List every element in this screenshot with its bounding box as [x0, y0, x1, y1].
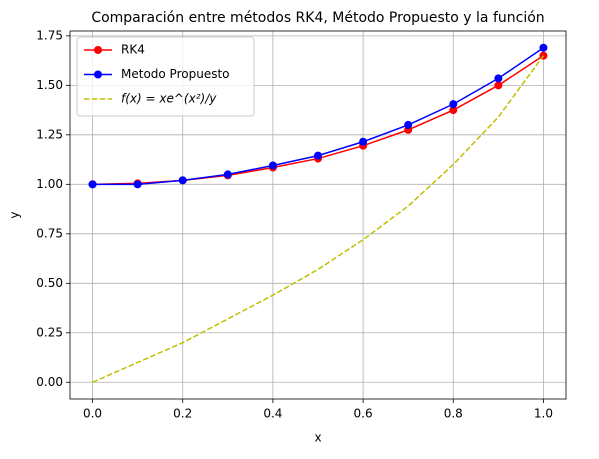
point	[404, 120, 413, 129]
point	[178, 176, 187, 185]
chart-title: Comparación entre métodos RK4, Método Pr…	[91, 10, 544, 26]
point	[539, 43, 548, 52]
point	[449, 100, 458, 109]
y-tick-label: 0.00	[36, 375, 63, 389]
y-tick-label: 1.75	[36, 28, 63, 42]
y-tick-label: 1.25	[36, 127, 63, 141]
y-tick-label: 0.50	[36, 276, 63, 290]
x-tick-label: 1.0	[534, 407, 553, 421]
y-tick-label: 0.25	[36, 325, 63, 339]
point	[449, 106, 458, 115]
series-line	[92, 55, 545, 383]
point	[359, 137, 368, 146]
legend-box	[76, 36, 255, 117]
legend: RK4 Metodo Propuesto f(x) = xe^(x²)/y	[76, 36, 255, 117]
plot-frame	[69, 30, 567, 400]
point	[268, 161, 277, 170]
x-axis-label: x	[314, 431, 321, 445]
x-tick-label: 0.8	[444, 407, 463, 421]
point	[494, 74, 503, 83]
y-tick-label: 0.75	[36, 226, 63, 240]
legend-label: f(x) = xe^(x²)/y	[121, 92, 217, 106]
point	[133, 180, 142, 189]
point	[314, 151, 322, 160]
legend-label: RK4	[121, 43, 145, 57]
y-tick-label: 1.50	[36, 78, 63, 92]
x-tick-label: 0.2	[173, 407, 192, 421]
point	[494, 81, 503, 90]
point	[223, 170, 232, 179]
legend-label: Metodo Propuesto	[121, 67, 230, 81]
legend-marker	[94, 46, 102, 54]
x-tick-label: 0.6	[354, 407, 373, 421]
y-tick-label: 1.00	[36, 177, 63, 191]
legend-marker	[94, 70, 102, 79]
y-axis-label: y	[8, 211, 22, 218]
x-tick-label: 0.4	[263, 407, 282, 421]
x-tick-label: 0.0	[83, 407, 102, 421]
point	[88, 180, 97, 189]
